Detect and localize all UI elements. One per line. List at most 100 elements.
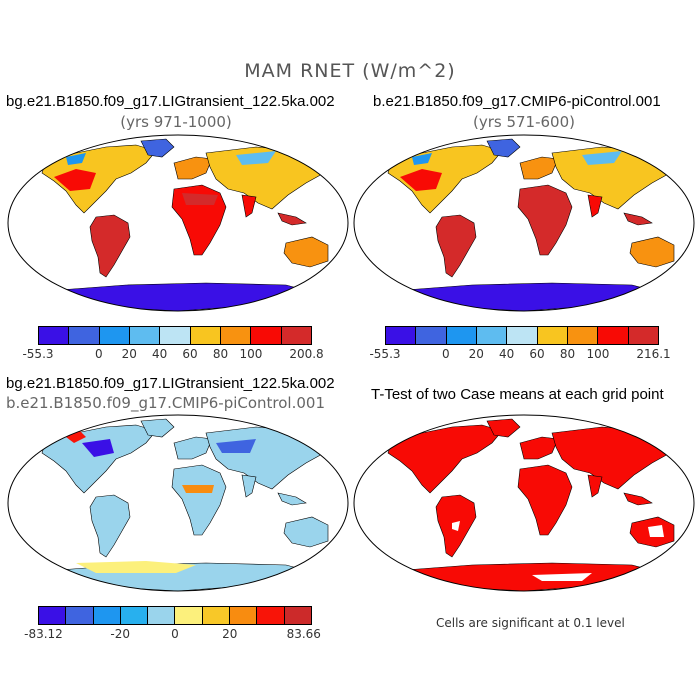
field-patch: [182, 485, 214, 493]
colorbar-box: [99, 327, 130, 344]
colorbar-1-label: 200.8: [289, 347, 324, 361]
continent-europe: [173, 436, 213, 460]
colorbar-box: [281, 327, 311, 344]
colorbar-1-label: 60: [182, 347, 198, 361]
continent-southAmerica: [89, 494, 131, 558]
continent-southAmerica: [435, 214, 477, 278]
colorbar-3-label: 20: [222, 627, 238, 641]
field-patch: [400, 169, 442, 191]
colorbar-2-label: -55.3: [369, 347, 401, 361]
continent-greenland: [486, 418, 521, 438]
continent-greenland: [140, 138, 175, 158]
colorbar-2-label: 216.1: [636, 347, 671, 361]
map-panel-1: [7, 134, 349, 312]
continent-india: [241, 194, 257, 218]
colorbar-box: [416, 327, 447, 344]
colorbar-2-boxes: [385, 326, 659, 345]
field-patch: [54, 169, 96, 191]
colorbar-box: [476, 327, 508, 344]
panel2-subtitle: (yrs 571-600): [472, 113, 575, 131]
colorbar-box: [257, 607, 285, 624]
panel3-title: bg.e21.B1850.f09_g17.LIGtransient_122.5k…: [6, 375, 335, 392]
colorbar-box: [160, 327, 191, 344]
continent-india: [587, 474, 603, 498]
colorbar-3-label: -20: [110, 627, 130, 641]
colorbar-2: -55.3 0 20 40 60 80 100 216.1: [369, 326, 671, 363]
continent-seAsia: [623, 212, 653, 226]
colorbar-2-label: 20: [468, 347, 484, 361]
colorbar-box: [446, 327, 477, 344]
colorbar-box: [598, 327, 629, 344]
map-panel-3: [7, 414, 349, 592]
continent-greenland: [486, 138, 521, 158]
panel1-subtitle: (yrs 971-1000): [120, 113, 232, 131]
continent-africa: [517, 464, 573, 536]
colorbar-box: [537, 327, 568, 344]
continent-europe: [519, 436, 559, 460]
colorbar-2-label: 60: [529, 347, 545, 361]
field-patch: [76, 561, 196, 573]
colorbar-1-label: 100: [239, 347, 263, 361]
significance-note: Cells are significant at 0.1 level: [436, 616, 625, 630]
field-patch: [66, 431, 86, 443]
colorbar-3-label: 0: [171, 627, 179, 641]
map-border: [7, 134, 349, 312]
colorbar-2-label: 40: [499, 347, 515, 361]
continent-europe: [519, 156, 559, 180]
figure-title: MAM RNET (W/m^2): [244, 60, 456, 82]
colorbar-box: [93, 607, 121, 624]
colorbar-2-label: 80: [559, 347, 576, 361]
field-patch: [182, 193, 218, 205]
colorbar-box: [567, 327, 599, 344]
continent-southAmerica: [89, 214, 131, 278]
field-patch: [582, 151, 622, 165]
continent-northAmerica: [387, 424, 503, 494]
map-border: [353, 134, 695, 312]
colorbar-box: [251, 327, 282, 344]
colorbar-box: [386, 327, 417, 344]
continent-seAsia: [277, 212, 307, 226]
colorbar-box: [129, 327, 161, 344]
colorbar-1-boxes: [38, 326, 312, 345]
panel3-subtitle: b.e21.B1850.f09_g17.CMIP6-piControl.001: [6, 394, 325, 412]
colorbar-3: -83.12 -20 0 20 83.66: [24, 606, 321, 643]
colorbar-box: [628, 327, 658, 344]
colorbar-box: [230, 607, 258, 624]
colorbar-1-label: 80: [212, 347, 229, 361]
continent-india: [241, 474, 257, 498]
continent-greenland: [140, 418, 175, 438]
field-patch: [648, 525, 664, 537]
colorbar-box: [284, 607, 311, 624]
continent-australia: [629, 236, 675, 268]
field-patch: [528, 193, 564, 205]
panel1-title: bg.e21.B1850.f09_g17.LIGtransient_122.5k…: [6, 93, 335, 110]
colorbar-box: [66, 607, 94, 624]
continent-seAsia: [623, 492, 653, 506]
colorbar-1-label: 20: [121, 347, 137, 361]
colorbar-box: [39, 607, 67, 624]
field-patch: [532, 573, 592, 581]
colorbar-box: [120, 607, 149, 624]
continent-asia: [205, 426, 337, 490]
continent-northAmerica: [41, 424, 157, 494]
continent-australia: [283, 516, 329, 548]
colorbar-2-label: 100: [586, 347, 610, 361]
colorbar-box: [148, 607, 176, 624]
continent-africa: [171, 464, 227, 536]
field-patch: [412, 153, 432, 165]
colorbar-2-label: 0: [441, 347, 450, 361]
field-patch: [236, 151, 276, 165]
continent-india: [587, 194, 603, 218]
map-panel-4: [353, 414, 695, 592]
continent-australia: [283, 236, 329, 268]
colorbar-1-label: 0: [94, 347, 103, 361]
colorbar-box: [202, 607, 231, 624]
panel4-title: T-Test of two Case means at each grid po…: [371, 386, 664, 403]
colorbar-box: [39, 327, 70, 344]
colorbar-box: [507, 327, 538, 344]
colorbar-box: [69, 327, 100, 344]
panel2-title: b.e21.B1850.f09_g17.CMIP6-piControl.001: [373, 93, 661, 110]
colorbar-1-label: -55.3: [22, 347, 54, 361]
colorbar-1-label: 40: [152, 347, 168, 361]
continent-europe: [173, 156, 213, 180]
